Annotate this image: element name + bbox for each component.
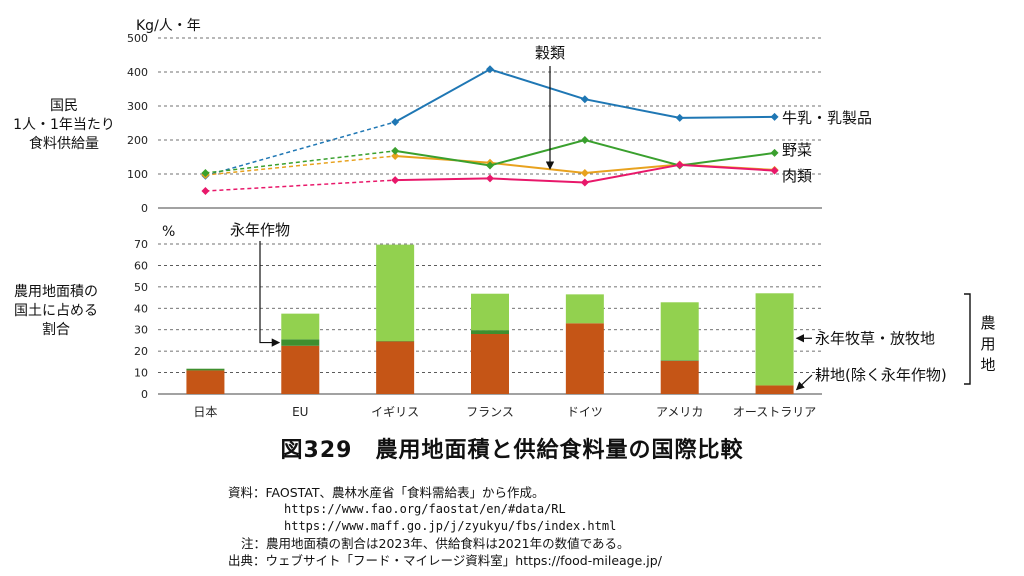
x-category-label: オーストラリア <box>733 405 816 419</box>
data-point <box>201 187 210 195</box>
line-y-tick: 500 <box>127 32 148 45</box>
data-point <box>675 160 684 169</box>
series-label: 野菜 <box>782 141 812 159</box>
note-line: 注：農用地面積の割合は2023年、供給食料は2021年の数値である。 <box>241 536 630 551</box>
data-point <box>770 166 779 175</box>
x-category-label: フランス <box>466 405 514 419</box>
data-point <box>580 136 589 144</box>
bar-y-tick: 60 <box>134 259 148 272</box>
farmland-bracket-label: 地 <box>980 356 995 374</box>
line-y-tick: 200 <box>127 134 148 147</box>
bar-segment <box>660 360 699 361</box>
bar-segment <box>281 345 320 394</box>
series-dashed-link <box>205 155 396 176</box>
bar-y-label-line-1: 農用地面積の <box>14 284 98 300</box>
source-url-2[interactable]: https://www.maff.go.jp/j/zyukyu/fbs/inde… <box>284 519 617 533</box>
data-point <box>580 95 589 104</box>
data-point <box>486 174 494 183</box>
bar-segment <box>376 341 415 394</box>
bar-y-label-line-2: 国土に占める <box>14 303 98 319</box>
series-label: 肉類 <box>782 167 812 185</box>
data-point <box>770 148 779 157</box>
annotation-permanent-crops-arrow <box>259 241 281 347</box>
bar-y-tick: 40 <box>134 302 148 315</box>
bar-segment <box>755 385 794 394</box>
data-point <box>675 113 684 122</box>
x-category-label: EU <box>292 405 308 419</box>
bar-segment <box>660 302 699 361</box>
bar-y-tick: 70 <box>134 238 148 251</box>
bar-segment <box>186 370 225 394</box>
bar-segment <box>471 334 509 394</box>
data-point <box>391 151 400 160</box>
x-category-label: アメリカ <box>656 405 703 419</box>
annotation-permanent-crops: 永年作物 <box>230 221 290 239</box>
bar-y-tick: 30 <box>134 324 148 337</box>
x-category-label: ドイツ <box>567 405 603 419</box>
data-point <box>391 117 400 126</box>
data-point <box>391 146 400 155</box>
bar-segment <box>471 330 509 334</box>
figure-notes: 資料：FAOSTAT、農林水産省「食料需給表」から作成。 https://www… <box>228 484 662 569</box>
bar-y-label-line-3: 割合 <box>42 321 70 338</box>
bar-y-tick: 20 <box>134 345 148 358</box>
series-label: 牛乳・乳製品 <box>782 109 872 127</box>
annotation-arable-arrow <box>795 374 813 391</box>
line-y-tick: 0 <box>141 202 148 215</box>
annotation-pasture: 永年牧草・放牧地 <box>815 329 935 347</box>
x-category-label: 日本 <box>193 405 217 419</box>
bar-segment <box>281 313 320 340</box>
x-category-label: イギリス <box>371 405 419 419</box>
series-dashed-link <box>205 179 396 192</box>
data-point <box>770 112 779 121</box>
bar-unit-label: % <box>162 224 175 240</box>
figure-title: 図329 農用地面積と供給食料量の国際比較 <box>280 438 744 463</box>
farmland-bracket-label: 用 <box>980 335 995 353</box>
line-y-label-line-2: 1人・1年当たり <box>13 117 115 133</box>
data-point <box>391 176 400 185</box>
bar-y-tick: 0 <box>141 388 148 401</box>
bar-y-label: 農用地面積の国土に占める割合 <box>14 284 98 338</box>
line-unit-label: Kg/人・年 <box>136 18 201 34</box>
bar-segment <box>376 244 415 342</box>
line-y-tick: 400 <box>127 66 148 79</box>
line-y-tick: 100 <box>127 168 148 181</box>
annotation-grain: 穀類 <box>535 44 565 62</box>
bar-segment <box>755 293 794 386</box>
line-y-label-line-1: 国民 <box>50 98 78 114</box>
bar-y-tick: 50 <box>134 281 148 294</box>
series-dashed-link <box>205 121 396 177</box>
data-point <box>580 168 589 177</box>
farmland-bracket <box>964 293 971 385</box>
source-line: 資料：FAOSTAT、農林水産省「食料需給表」から作成。 <box>228 485 545 500</box>
series-dashed-link <box>205 150 396 174</box>
data-point <box>486 65 494 74</box>
origin-line: 出典：ウェブサイト「フード・マイレージ資料室」https://food-mile… <box>228 553 662 568</box>
line-y-label-line-3: 食料供給量 <box>29 135 99 152</box>
line-y-label: 国民 1人・1年当たり食料供給量 <box>13 98 115 152</box>
bar-y-tick: 10 <box>134 367 148 380</box>
data-point <box>486 161 494 170</box>
annotation-arable: 耕地(除く永年作物) <box>815 366 947 384</box>
bar-segment <box>660 360 699 394</box>
source-url-1[interactable]: https://www.fao.org/faostat/en/#data/RL <box>284 502 566 516</box>
bar-segment <box>186 368 225 371</box>
data-point <box>201 168 210 177</box>
farmland-bracket-label: 農 <box>980 314 995 332</box>
bar-segment <box>281 339 320 346</box>
bar-segment <box>471 293 509 331</box>
bar-segment <box>565 294 604 324</box>
bar-segment <box>565 323 604 394</box>
line-y-tick: 300 <box>127 100 148 113</box>
data-point <box>580 178 589 187</box>
